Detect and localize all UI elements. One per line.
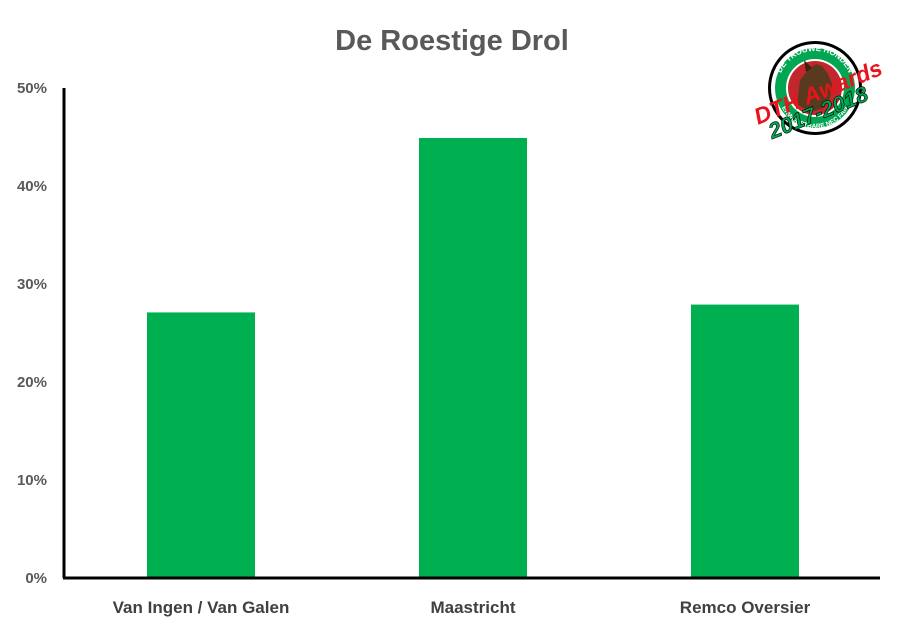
x-category-label: Maastricht — [430, 598, 515, 617]
x-axis-category-labels: Van Ingen / Van Galen Maastricht Remco Ove… — [113, 598, 811, 617]
bar — [147, 312, 255, 578]
y-tick-label: 20% — [17, 374, 47, 391]
bar — [691, 304, 799, 578]
y-tick-label: 30% — [17, 276, 47, 293]
dth-awards-logo: DE TROUWE HONDEN ONVERWOESTBARE NEC FANS… — [0, 0, 886, 144]
y-tick-label: 40% — [17, 178, 47, 195]
y-tick-label: 0% — [25, 570, 47, 587]
logo-ring-bottom-text: ONVERWOESTBARE NEC FANSITE — [0, 0, 850, 130]
y-axis-tick-labels: 0% 10% 20% 30% 40% 50% — [17, 80, 47, 587]
chart-title: De Roestige Drol — [335, 25, 569, 57]
x-category-label: Remco Oversier — [680, 598, 811, 617]
bars — [147, 137, 799, 579]
x-category-label: Van Ingen / Van Galen — [113, 598, 290, 617]
dog-ear-icon — [804, 60, 812, 72]
y-tick-label: 50% — [17, 80, 47, 97]
dog-head-icon — [797, 64, 832, 112]
bar — [419, 137, 527, 579]
y-tick-label: 10% — [17, 472, 47, 489]
